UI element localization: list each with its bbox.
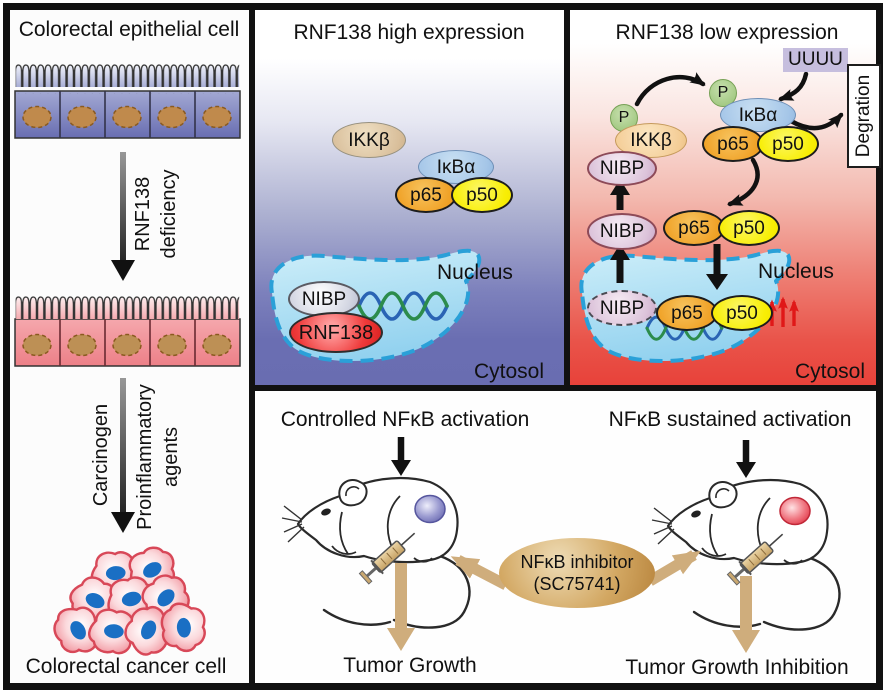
poly-ubiquitin-label: UUUU [783,48,848,72]
molecule-p50-nuclear: p50 [711,295,773,331]
molecule-p50: p50 [718,210,780,246]
rnf138-deficiency-label: RNF138 deficiency [132,169,180,259]
panel-mouse-experiment [252,388,879,686]
high-panel-title: RNF138 high expression [293,21,525,44]
cytosol-label-high: Cytosol [474,360,545,383]
molecule-p50: p50 [451,177,513,213]
molecule-nibp-cytosol: NIBP [587,151,657,186]
molecule-ikkb-low: IKKβ [615,123,687,158]
sustained-activation-title: NFκB sustained activation [608,408,852,431]
molecule-p65: p65 [395,177,457,213]
molecule-p65: p65 [702,126,764,162]
low-panel-title: RNF138 low expression [615,21,839,44]
molecule-nibp-nuclear: NIBP [587,290,657,326]
molecule-rnf138: RNF138 [289,312,383,353]
cytosol-label-low: Cytosol [795,360,866,383]
panel-colorectal-cell-fate [7,7,252,686]
tumor-growth-label: Tumor Growth [343,654,477,677]
controlled-activation-title: Controlled NFκB activation [280,408,530,431]
proinflammatory-agents-label: Proinflammatory agents [134,384,182,530]
cancer-cell-label: Colorectal cancer cell [25,655,227,678]
degration-box: Degration [847,64,881,168]
molecule-p65-nuclear: p65 [656,295,718,331]
outer-frame [3,3,883,690]
carcinogen-label: Carcinogen [90,403,112,507]
molecule-ikkb: IKKβ [332,122,406,158]
tumor-growth-inhibition-label: Tumor Growth Inhibition [625,656,849,679]
molecule-nibp-cytosol: NIBP [587,213,657,250]
molecule-p50: p50 [757,126,819,162]
nucleus-label-high: Nucleus [437,261,513,284]
molecule-p65: p65 [663,210,725,246]
left-panel-title: Colorectal epithelial cell [18,18,240,41]
nucleus-label-low: Nucleus [758,260,834,283]
phospho-badge: P [610,104,638,132]
nfkb-inhibitor-ellipse: NFκB inhibitor (SC75741) [499,538,655,608]
